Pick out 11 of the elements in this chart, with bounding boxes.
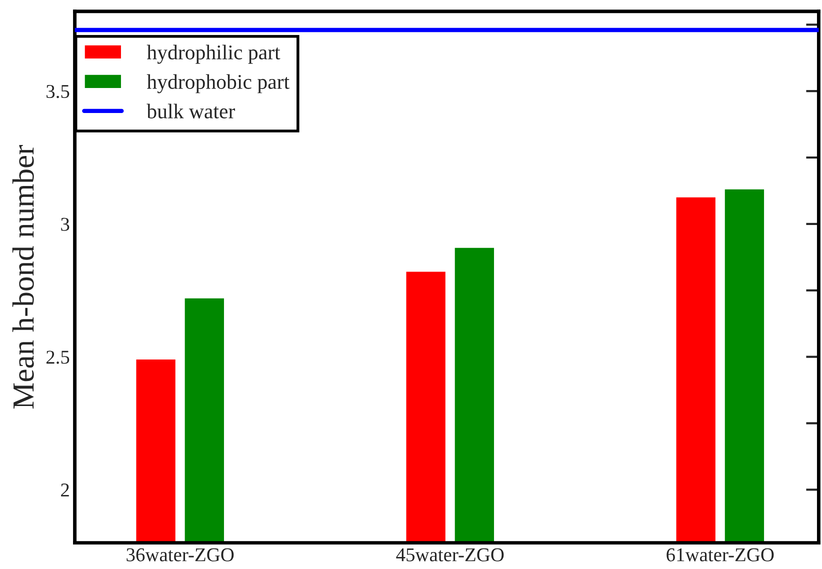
x-tick-label: 45water-ZGO <box>396 548 504 562</box>
x-tick-label: 36water-ZGO <box>126 548 234 562</box>
y-tick-label: 2 <box>61 484 69 496</box>
y-axis-title: Mean h-bond number <box>12 145 34 409</box>
legend-label: bulk water <box>146 104 236 118</box>
legend-label: hydrophobic part <box>146 74 290 94</box>
legend-label: hydrophilic part <box>146 44 280 64</box>
y-tick-label: 2.5 <box>46 350 70 364</box>
y-tick-label: 3.5 <box>46 84 70 98</box>
y-tick-label: 3 <box>61 218 70 231</box>
x-tick-label: 61water-ZGO <box>666 548 774 562</box>
